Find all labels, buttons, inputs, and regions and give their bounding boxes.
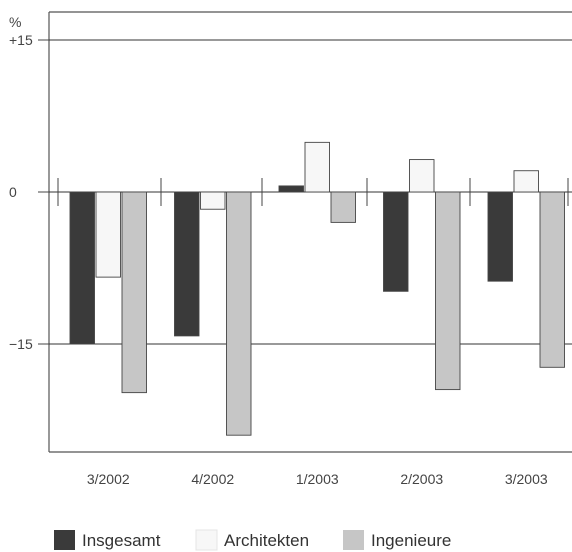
bar-architekten-4-2002 [200,191,226,210]
legend-label-insgesamt: Insgesamt [82,531,161,550]
bar-insgesamt-2-2003 [383,191,409,292]
legend-swatch-architekten [195,529,218,551]
x-tick-label: 2/2003 [400,471,443,487]
bars [69,141,565,436]
bar-insgesamt-3-2003 [487,191,513,282]
bar-architekten-3-2002 [95,191,121,278]
legend-swatch-insgesamt [54,530,75,550]
y-tick-label: −15 [9,336,33,352]
bar-ingenieure-3-2002 [121,191,147,394]
y-tick-labels: +15 0 −15 [9,32,33,352]
bar-architekten-1-2003 [304,141,330,193]
ticks [38,39,569,345]
x-tick-label: 3/2002 [87,471,130,487]
bar-architekten-2-2003 [409,159,435,193]
legend-swatch-ingenieure [343,530,364,550]
x-tick-label: 1/2003 [296,471,339,487]
bar-insgesamt-3-2002 [69,191,95,345]
bar-ingenieure-2-2003 [435,191,461,391]
plot-frame [48,11,572,453]
x-tick-label: 3/2003 [505,471,548,487]
legend-label-ingenieure: Ingenieure [371,531,451,550]
y-tick-label: +15 [9,32,33,48]
legend: Insgesamt Architekten Ingenieure [54,529,451,551]
x-tick-labels: 3/2002 4/2002 1/2003 2/2003 3/2003 [87,471,548,487]
x-tick-label: 4/2002 [191,471,234,487]
bar-ingenieure-1-2003 [330,191,356,223]
bar-insgesamt-1-2003 [278,185,304,193]
bar-insgesamt-4-2002 [174,191,200,337]
bar-ingenieure-3-2003 [539,191,565,368]
bar-ingenieure-4-2002 [226,191,252,436]
y-tick-label: 0 [9,184,17,200]
bar-architekten-3-2003 [513,170,539,193]
y-axis-unit: % [9,14,21,30]
legend-label-architekten: Architekten [224,531,309,550]
